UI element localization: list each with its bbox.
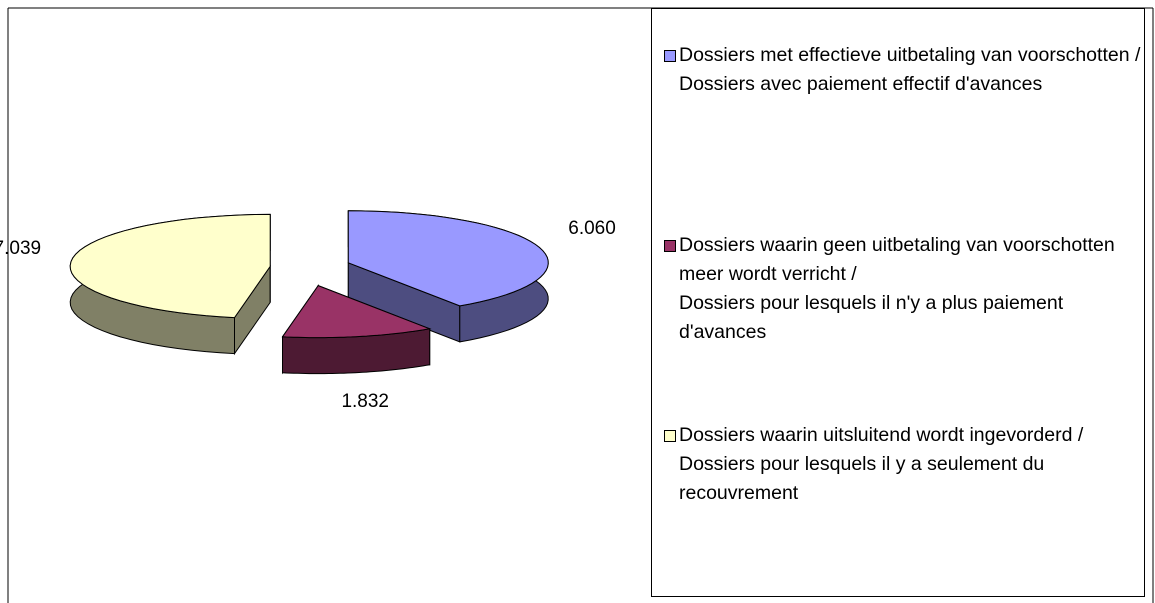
legend-swatch: [664, 240, 676, 252]
slice: [281, 284, 432, 339]
legend-label: Dossiers waarin geen uitbetaling van voo…: [679, 234, 1115, 343]
data-label: 6.060: [568, 218, 616, 239]
slice: [347, 210, 549, 307]
data-label: 7.039: [0, 238, 41, 259]
legend-label: Dossiers met effectieve uitbetaling van …: [679, 44, 1141, 95]
legend-item: Dossiers waarin geen uitbetaling van voo…: [662, 231, 1142, 347]
legend-swatch: [664, 430, 676, 442]
legend: Dossiers met effectieve uitbetaling van …: [651, 8, 1145, 597]
data-label: 1.832: [341, 391, 389, 412]
legend-swatch: [664, 50, 676, 62]
legend-label: Dossiers waarin uitsluitend wordt ingevo…: [679, 424, 1084, 504]
slice: [69, 213, 271, 319]
legend-item: Dossiers waarin uitsluitend wordt ingevo…: [662, 421, 1142, 508]
legend-item: Dossiers met effectieve uitbetaling van …: [662, 41, 1142, 99]
